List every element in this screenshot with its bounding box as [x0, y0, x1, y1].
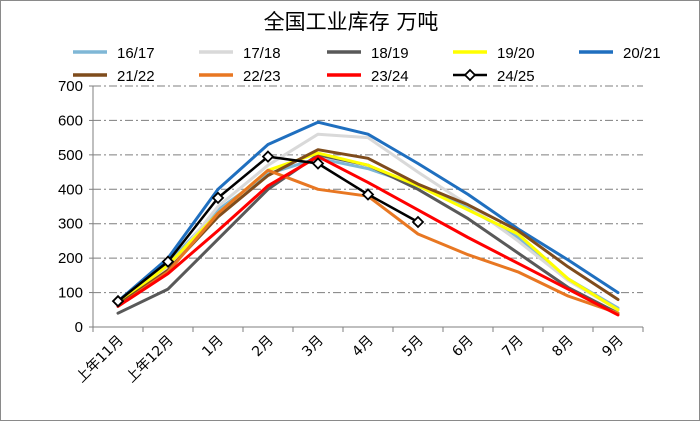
x-tick-label: 上年12月 [123, 333, 177, 387]
y-tick-label: 400 [58, 181, 83, 198]
marker-24-25-3 [261, 150, 275, 163]
x-tick-label: 1月 [199, 333, 227, 361]
series-line-21-22 [116, 148, 620, 307]
marker-24-25-1 [161, 255, 175, 268]
legend-label-20-21: 20/21 [623, 45, 661, 62]
series-markers [111, 150, 425, 308]
legend-label-23-24: 23/24 [371, 68, 409, 85]
y-tick-label: 300 [58, 216, 83, 233]
x-tick-label: 3月 [299, 333, 327, 361]
marker-24-25-6 [411, 215, 425, 229]
y-tick-label: 0 [75, 319, 83, 336]
x-tick-label: 4月 [349, 333, 377, 361]
legend-label-22-23: 22/23 [243, 68, 281, 85]
y-tick-label: 700 [58, 78, 83, 95]
marker-24-25-4 [311, 157, 325, 170]
axes [89, 85, 644, 332]
y-tick-labels: 0 100 200 300 400 500 600 700 [58, 78, 83, 336]
legend-label-24-25: 24/25 [497, 68, 535, 85]
marker-24-25-0 [111, 294, 125, 308]
x-tick-label: 5月 [399, 333, 427, 361]
legend-label-21-22: 21/22 [117, 68, 155, 85]
legend-label-19-20: 19/20 [497, 45, 535, 62]
legend-label-18-19: 18/19 [371, 45, 409, 62]
y-tick-label: 100 [58, 285, 83, 302]
legend-marker-diamond [463, 68, 477, 82]
x-tick-label: 8月 [549, 333, 577, 361]
series-line-18-19 [116, 153, 620, 315]
series-line-20-21 [116, 120, 620, 303]
chart-title: 全国工业库存 万吨 [264, 10, 439, 34]
series-line-17-18 [116, 132, 620, 312]
x-tick-label: 7月 [499, 333, 527, 361]
marker-24-25-5 [361, 188, 375, 201]
legend-label-16-17: 16/17 [117, 45, 155, 62]
series-lines [116, 120, 620, 317]
y-tick-label: 200 [58, 250, 83, 267]
x-tick-label: 9月 [599, 333, 627, 361]
y-tick-label: 500 [58, 147, 83, 164]
legend-label-17-18: 17/18 [243, 45, 281, 62]
x-tick-label: 2月 [249, 333, 277, 361]
series-line-23-24 [116, 155, 620, 317]
x-tick-label: 上年11月 [73, 333, 127, 387]
series-line-24-25 [116, 155, 420, 303]
y-tick-label: 600 [58, 112, 83, 129]
x-tick-label: 6月 [449, 333, 477, 361]
marker-24-25-2 [211, 191, 225, 205]
legend: 16/17 17/18 18/19 19/20 20/21 21/22 22/23 23/24… [73, 45, 661, 85]
